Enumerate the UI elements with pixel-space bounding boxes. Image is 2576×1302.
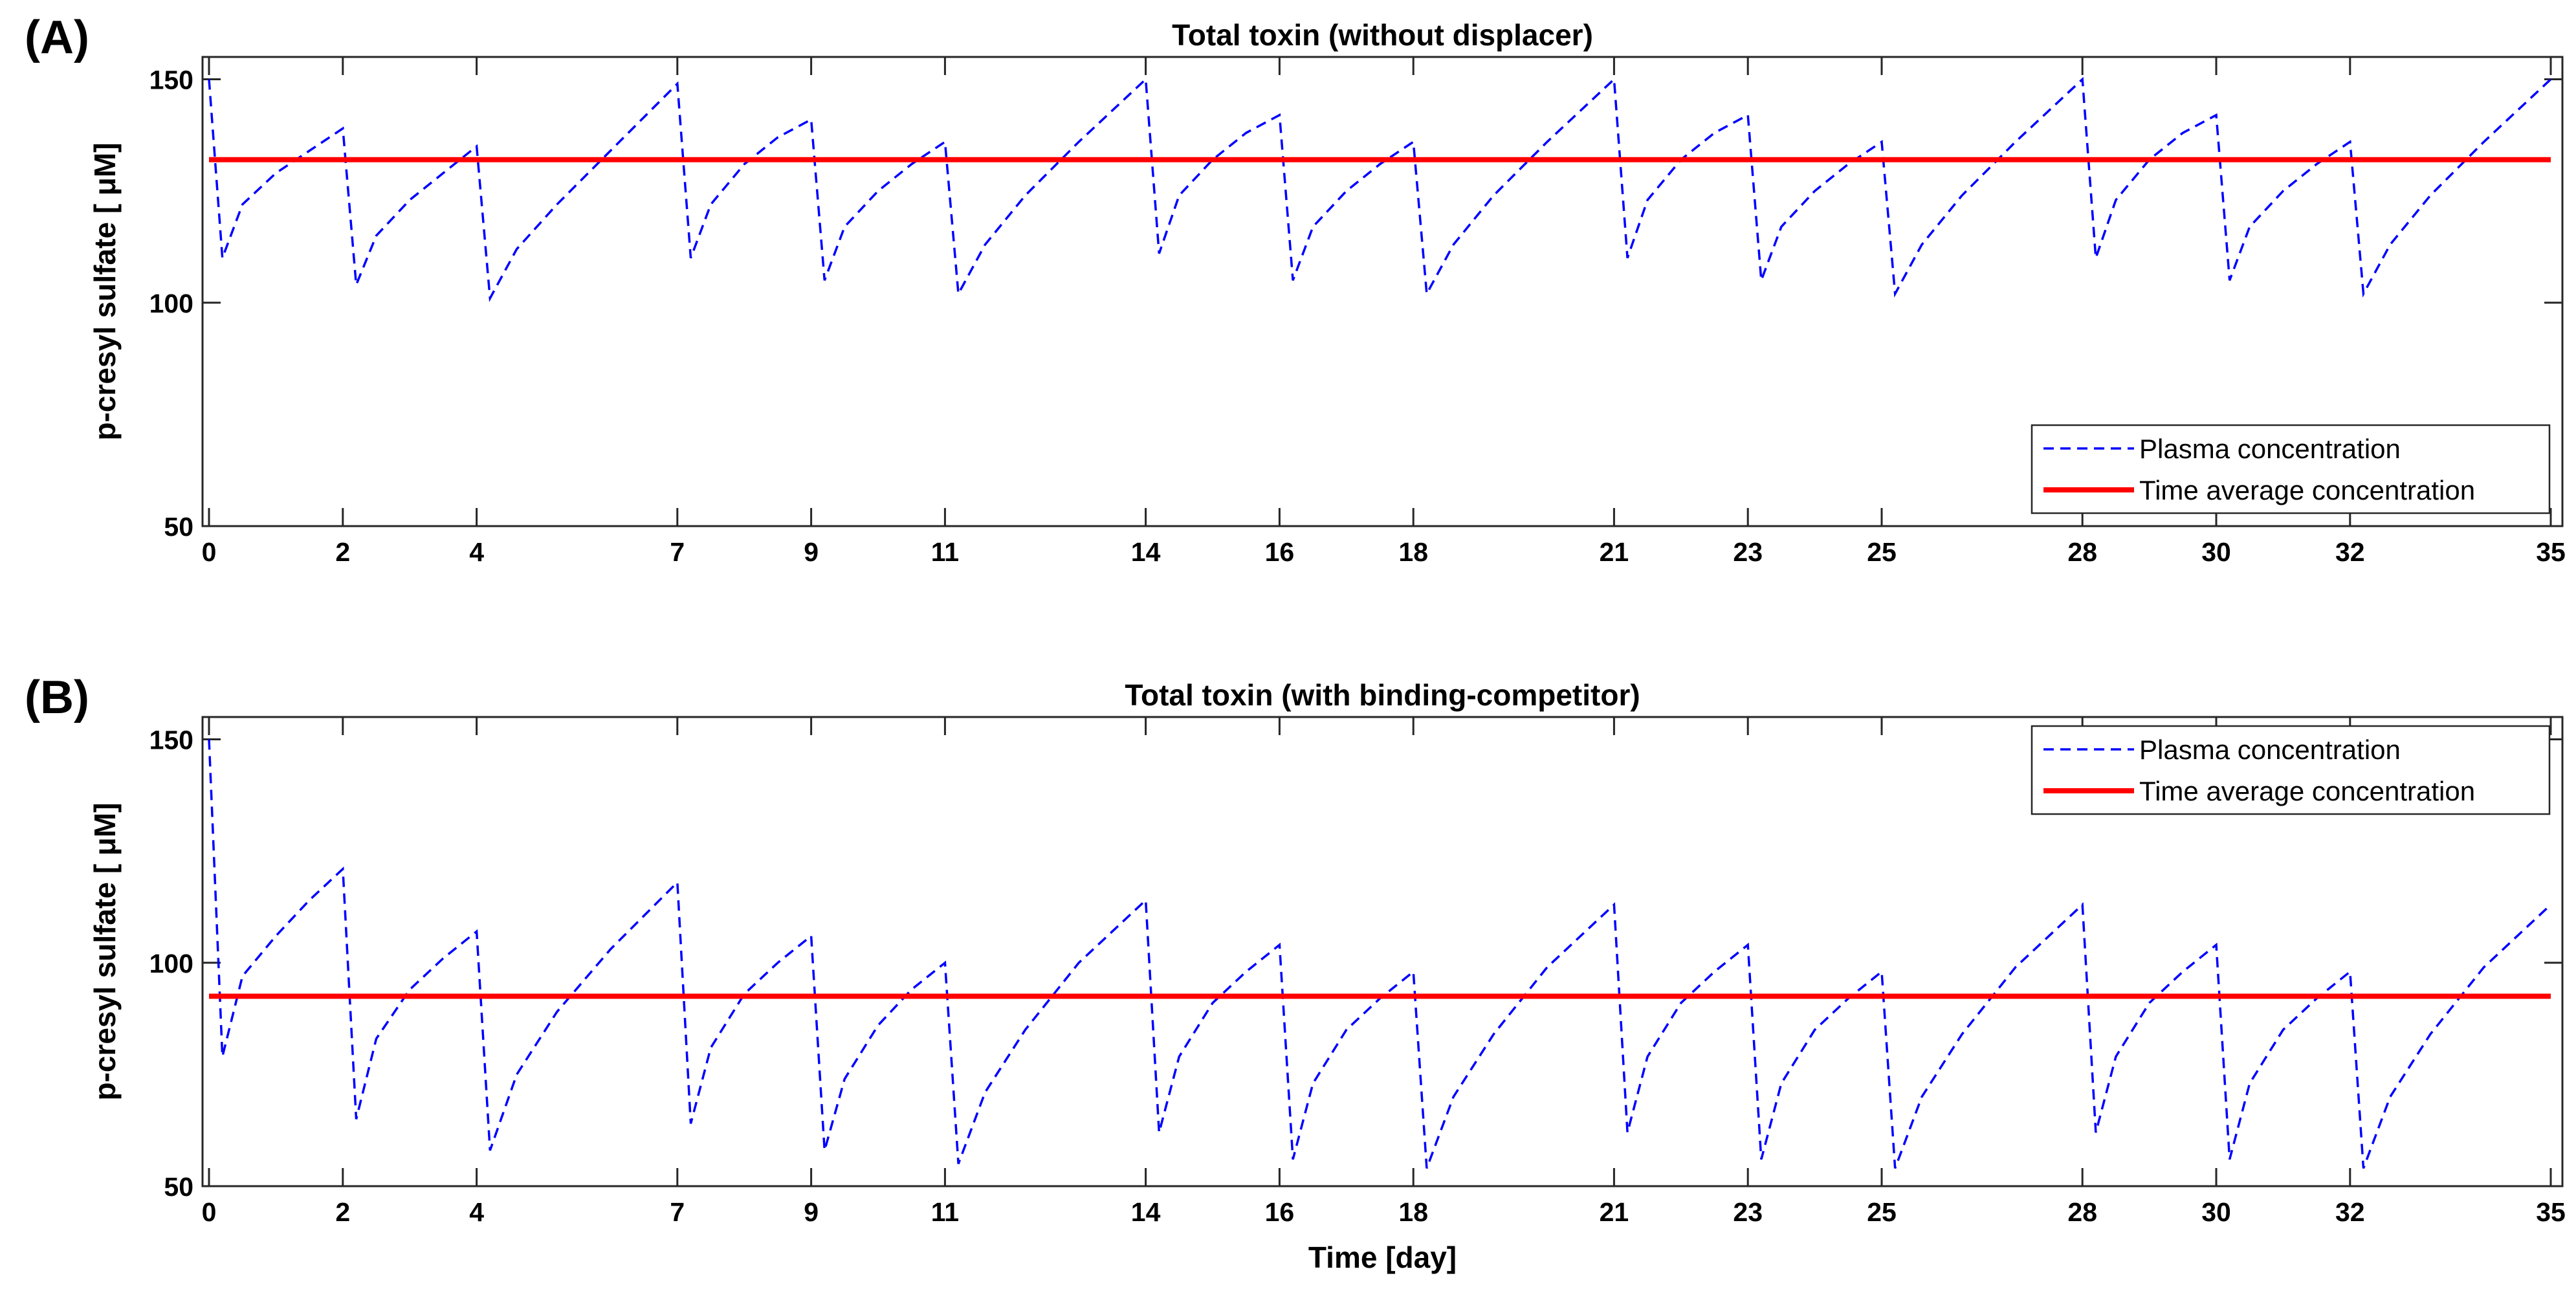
x-tick-label: 35 [2536,1197,2566,1227]
legend-label: Time average concentration [2139,475,2475,505]
chart-title: Total toxin (without displacer) [1172,18,1593,52]
y-tick-label: 50 [164,1172,193,1202]
x-tick-label: 11 [931,1197,959,1227]
x-tick-label: 7 [670,537,685,567]
legend-box [2031,725,2551,815]
x-tick-label: 0 [202,1197,217,1227]
plasma-concentration-line [208,76,2552,302]
legend-box [2031,424,2551,514]
plot-area-frame [201,716,2564,1187]
x-tick-label: 0 [202,537,217,567]
plot-area-frame [201,56,2564,527]
y-axis-label: p-cresyl sulfate [ μM] [88,802,122,1100]
x-tick-label: 14 [1131,537,1161,567]
x-tick-label: 21 [1600,537,1629,567]
x-tick-label: 4 [469,537,484,567]
x-tick-label: 25 [1867,537,1897,567]
x-tick-label: 9 [804,1197,819,1227]
legend-label: Plasma concentration [2139,734,2401,765]
x-tick-label: 35 [2536,537,2566,567]
x-tick-label: 18 [1398,537,1428,567]
x-tick-label: 30 [2201,537,2231,567]
x-tick-label: 4 [469,1197,484,1227]
x-tick-label: 14 [1131,1197,1161,1227]
x-tick-label: 21 [1600,1197,1629,1227]
x-tick-label: 32 [2335,537,2365,567]
y-tick-label: 150 [149,725,193,755]
x-tick-label: 25 [1867,1197,1897,1227]
x-tick-label: 23 [1733,1197,1763,1227]
y-tick-label: 100 [149,289,193,318]
plasma-concentration-line [208,739,2552,1169]
panel-label: (B) [25,672,89,723]
x-tick-label: 23 [1733,537,1763,567]
x-tick-label: 28 [2067,537,2097,567]
x-tick-label: 16 [1265,1197,1295,1227]
x-tick-label: 28 [2067,1197,2097,1227]
x-tick-label: 32 [2335,1197,2365,1227]
y-tick-label: 50 [164,512,193,542]
chart-title: Total toxin (with binding-competitor) [1125,678,1640,712]
legend-label: Time average concentration [2139,776,2475,806]
x-tick-label: 18 [1398,1197,1428,1227]
x-tick-label: 30 [2201,1197,2231,1227]
legend-label: Plasma concentration [2139,434,2401,464]
x-tick-label: 11 [931,537,959,567]
x-tick-label: 2 [335,537,350,567]
y-axis-label: p-cresyl sulfate [ μM] [88,142,122,440]
chart-panel-b: (B) Total toxin (with binding-competitor)… [25,672,2566,1274]
x-axis-label: Time [day] [1308,1241,1457,1274]
y-tick-label: 100 [149,949,193,978]
panel-label: (A) [25,12,89,63]
y-tick-label: 150 [149,65,193,95]
chart-panel-a: (A) Total toxin (without displacer) p-cres… [25,12,2566,567]
x-tick-label: 9 [804,537,819,567]
x-tick-label: 16 [1265,537,1295,567]
x-tick-label: 2 [335,1197,350,1227]
x-tick-label: 7 [670,1197,685,1227]
